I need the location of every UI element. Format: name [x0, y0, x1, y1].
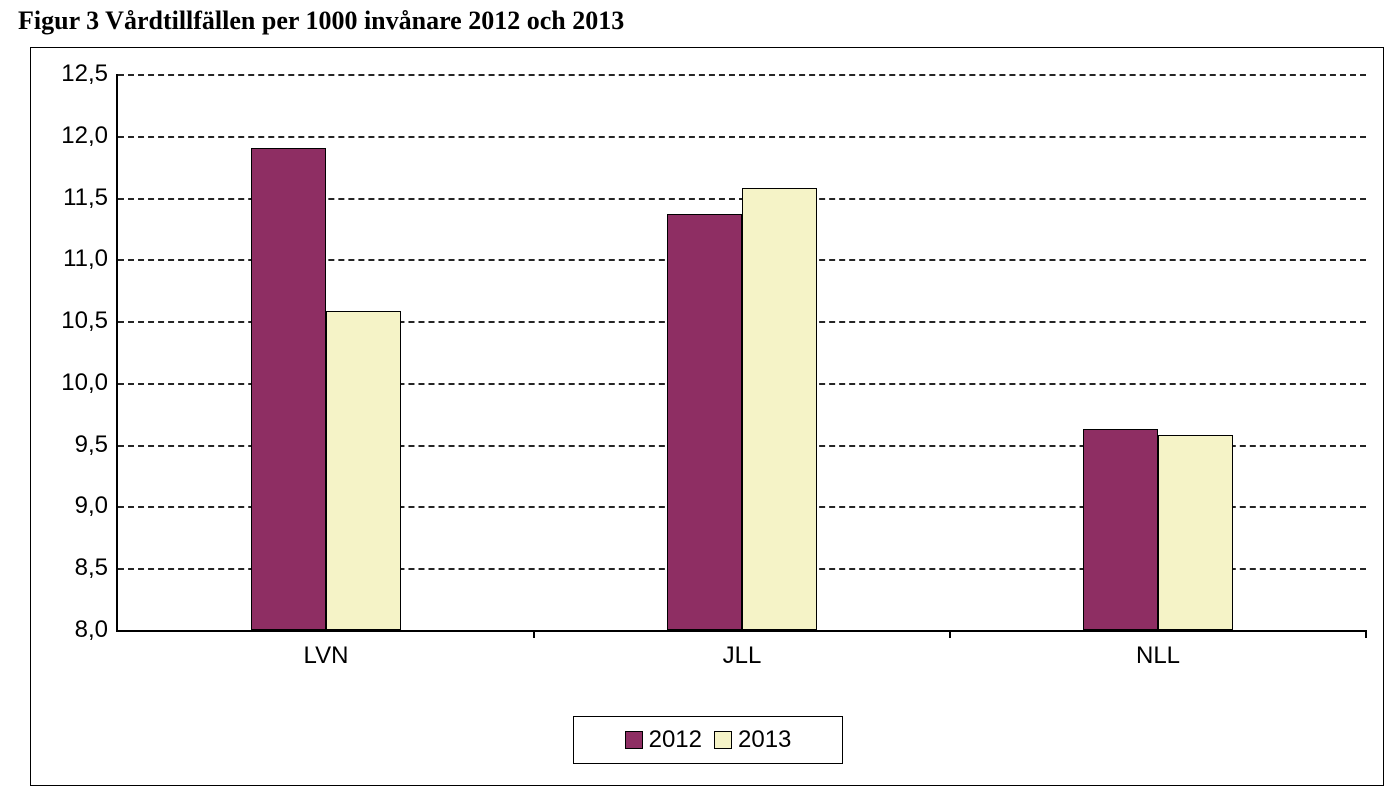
legend-swatch	[714, 731, 732, 749]
bar-2012	[251, 148, 326, 630]
legend-item: 2013	[714, 726, 791, 754]
ytick-label: 11,5	[63, 184, 118, 212]
page: Figur 3 Vårdtillfällen per 1000 invånare…	[0, 0, 1397, 792]
legend-swatch	[625, 731, 643, 749]
category-label: LVN	[304, 642, 349, 670]
ytick-label: 10,5	[61, 307, 118, 335]
ytick-label: 9,5	[75, 431, 118, 459]
bar-2013	[326, 311, 401, 630]
ytick-label: 11,0	[63, 245, 118, 273]
legend-label: 2012	[649, 726, 702, 754]
ytick-label: 8,0	[75, 616, 118, 644]
bar-2013	[1158, 435, 1233, 630]
plot-area: 8,08,59,09,510,010,511,011,512,012,5LVNJ…	[116, 74, 1366, 632]
ytick-label: 12,0	[61, 122, 118, 150]
xtick	[533, 630, 535, 638]
xtick	[1365, 630, 1367, 638]
bar-2013	[742, 188, 817, 630]
legend-label: 2013	[738, 726, 791, 754]
category-label: NLL	[1136, 642, 1180, 670]
legend-item: 2012	[625, 726, 702, 754]
bar-2012	[1083, 429, 1158, 630]
figure-title: Figur 3 Vårdtillfällen per 1000 invånare…	[18, 6, 624, 36]
ytick-label: 8,5	[75, 554, 118, 582]
ytick-label: 12,5	[61, 60, 118, 88]
gridline	[118, 74, 1366, 76]
legend: 2012 2013	[573, 716, 843, 764]
gridline	[118, 136, 1366, 138]
ytick-label: 9,0	[75, 492, 118, 520]
ytick-label: 10,0	[61, 369, 118, 397]
bar-2012	[667, 214, 742, 630]
xtick	[949, 630, 951, 638]
category-label: JLL	[723, 642, 762, 670]
